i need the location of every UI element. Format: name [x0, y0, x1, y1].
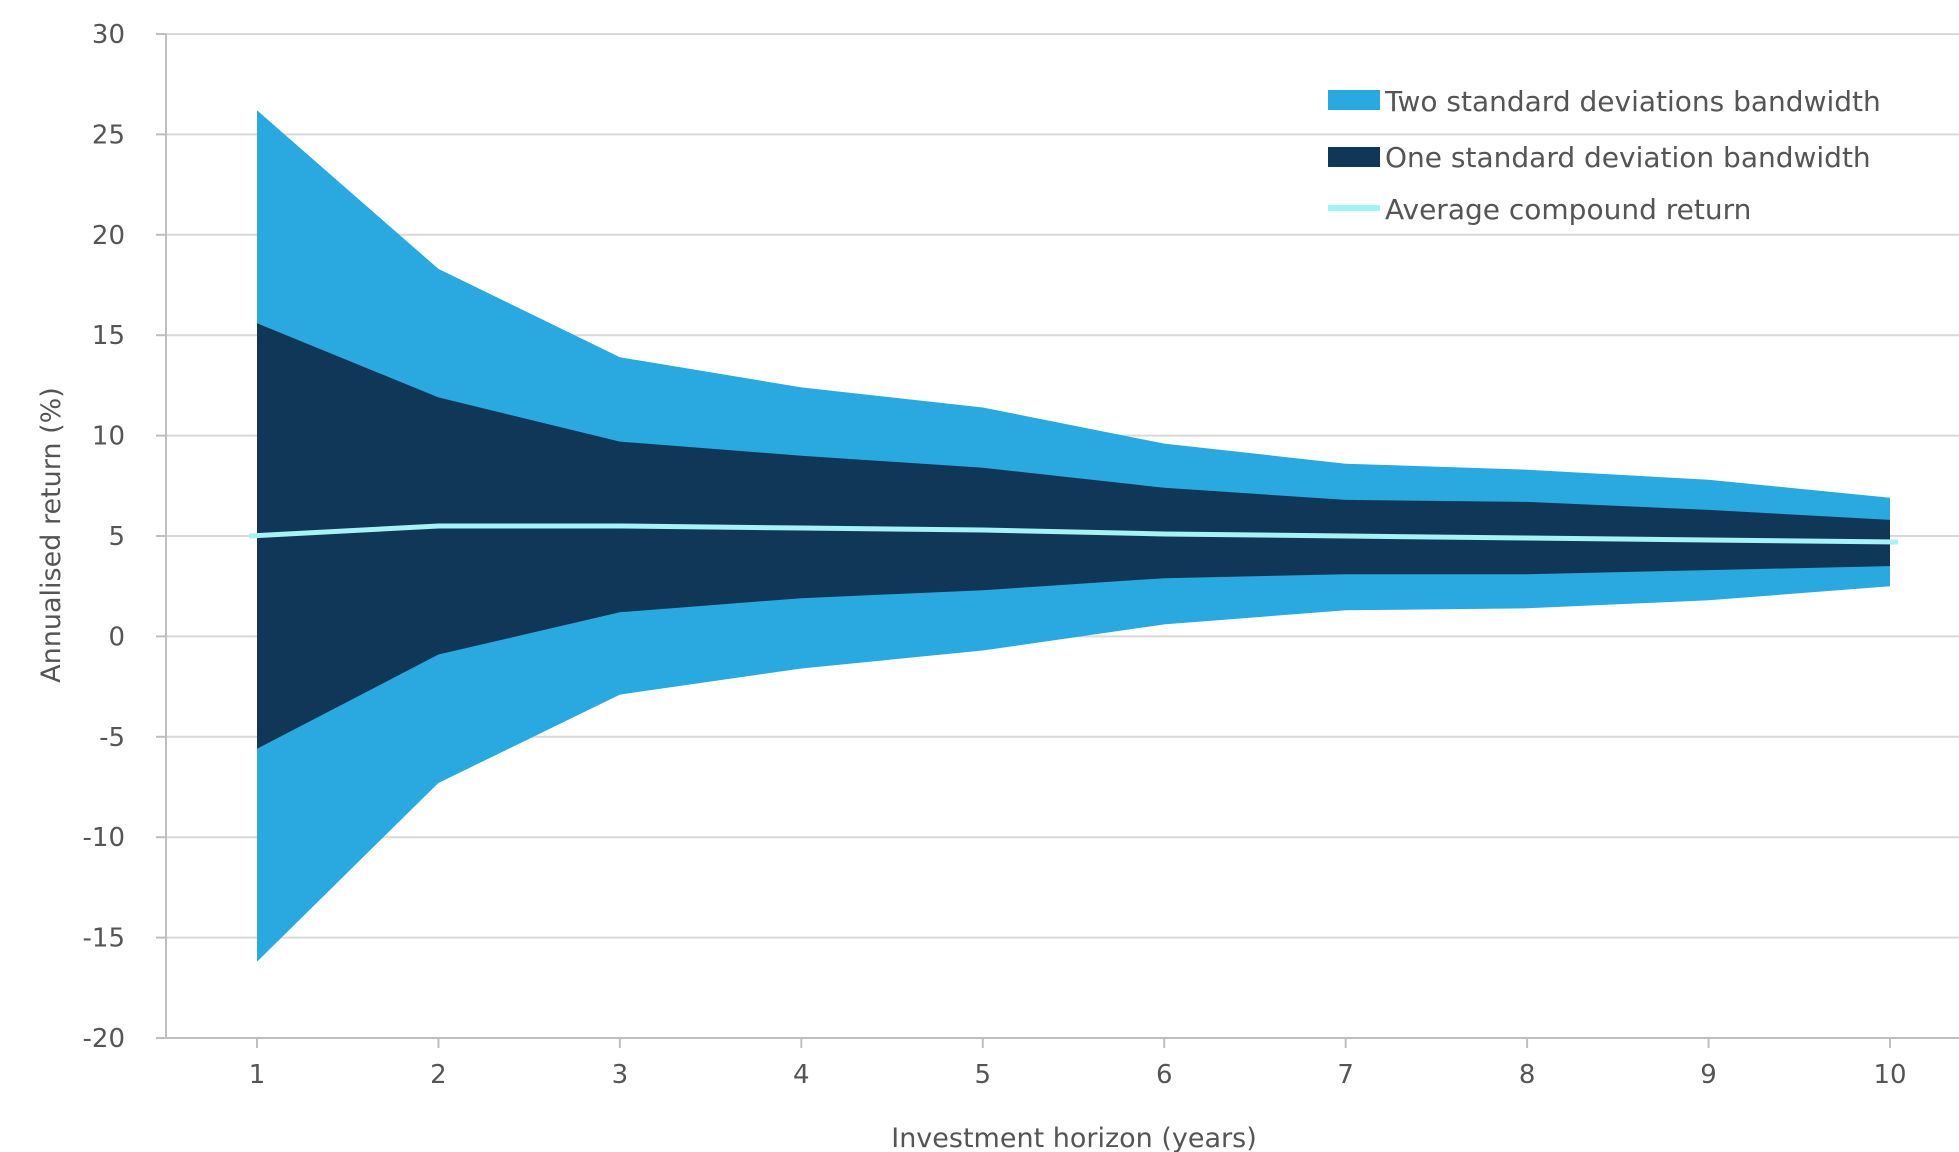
x-tick-label: 3	[612, 1060, 629, 1090]
y-tick-label: -20	[83, 1024, 125, 1054]
legend-label-average: Average compound return	[1385, 193, 1751, 226]
y-tick-label: -10	[83, 823, 125, 853]
y-tick-label: 5	[108, 522, 125, 552]
x-tick-label: 10	[1873, 1060, 1906, 1090]
axes	[165, 34, 1959, 1048]
y-tick-label: 15	[92, 321, 125, 351]
y-tick-label: 10	[92, 422, 125, 452]
y-tick-label: -5	[99, 723, 125, 753]
legend-swatch-one-sd	[1328, 147, 1380, 167]
x-tick-label: 1	[249, 1060, 266, 1090]
x-tick-label: 8	[1519, 1060, 1536, 1090]
y-tick-labels: 30 25 20 15 10 5 0 -5 -10 -15 -20	[83, 20, 125, 1054]
x-tick-labels: 1 2 3 4 5 6 7 8 9 10	[249, 1060, 1907, 1090]
y-axis-title: Annualised return (%)	[36, 387, 67, 683]
legend-label-one-sd: One standard deviation bandwidth	[1385, 141, 1871, 174]
x-axis-title: Investment horizon (years)	[891, 1123, 1257, 1152]
y-tick-label: -15	[83, 924, 125, 954]
x-tick-label: 6	[1156, 1060, 1173, 1090]
y-tick-label: 20	[92, 221, 125, 251]
series-layer	[248, 110, 1899, 962]
x-tick-label: 4	[793, 1060, 810, 1090]
y-tick-label: 30	[92, 20, 125, 50]
x-tick-label: 7	[1337, 1060, 1354, 1090]
average-return-line	[248, 523, 1899, 545]
legend-swatch-two-sd	[1328, 90, 1380, 110]
legend: Two standard deviations bandwidth One st…	[1328, 85, 1881, 226]
y-tick-label: 0	[108, 622, 125, 652]
legend-label-two-sd: Two standard deviations bandwidth	[1384, 85, 1881, 118]
y-tick-label: 25	[92, 120, 125, 150]
one-sd-band	[257, 323, 1890, 749]
x-tick-label: 9	[1700, 1060, 1717, 1090]
x-tick-label: 5	[975, 1060, 992, 1090]
x-tick-label: 2	[430, 1060, 447, 1090]
